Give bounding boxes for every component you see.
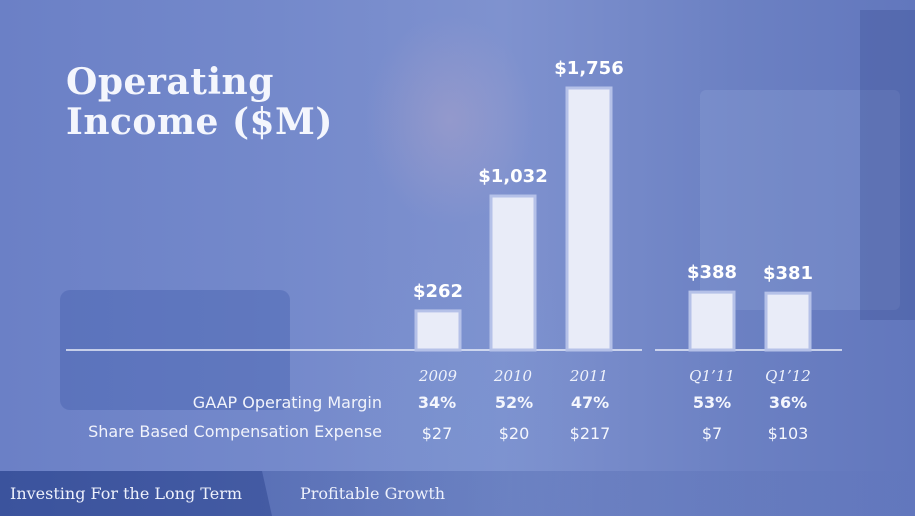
- gaap-margin-2011: 47%: [570, 393, 610, 412]
- share-based-compensation-label: Share Based Compensation Expense: [88, 422, 382, 441]
- value-label-2009: $262: [413, 281, 463, 302]
- chart-title: Operating Income ($M): [66, 62, 333, 142]
- value-label-q1-11: $388: [687, 262, 737, 283]
- bar-2011: [565, 86, 613, 352]
- bar-2010: [489, 194, 537, 352]
- bar-2009: [414, 309, 462, 352]
- gaap-margin-q1-12: 36%: [768, 393, 808, 412]
- footer-item-investing[interactable]: Investing For the Long Term: [10, 484, 243, 503]
- bar-q1-11: [688, 290, 736, 352]
- tick-label-q1-11: Q1’11: [689, 367, 735, 385]
- tick-label-2010: 2010: [493, 367, 533, 385]
- sbc-2010: $20: [498, 424, 530, 443]
- gaap-operating-margin-label: GAAP Operating Margin: [192, 393, 382, 412]
- value-label-2011: $1,756: [554, 58, 623, 79]
- footer-bar: Investing For the Long Term Profitable G…: [0, 471, 915, 516]
- sbc-2009: $27: [421, 424, 453, 443]
- tick-label-2011: 2011: [569, 367, 608, 385]
- chart-title-line: Operating: [66, 61, 274, 103]
- chart-title-line: Income ($M): [66, 101, 333, 143]
- sbc-q1-12: $103: [767, 424, 809, 443]
- operating-income-chart: $262 2009 $1,032 2010 $1,756 2011 $388 Q1’11 $38…: [66, 58, 842, 385]
- sbc-q1-11: $7: [701, 424, 723, 443]
- footer-item-profitable-growth[interactable]: Profitable Growth: [300, 484, 446, 503]
- gaap-margin-q1-11: 53%: [692, 393, 732, 412]
- sbc-2011: $217: [569, 424, 611, 443]
- background-shape: [700, 90, 900, 310]
- tick-label-2009: 2009: [418, 367, 458, 385]
- tick-label-q1-12: Q1’12: [765, 367, 811, 385]
- gaap-margin-2010: 52%: [494, 393, 534, 412]
- bar-q1-12: [764, 291, 812, 352]
- background-shape: [860, 10, 915, 320]
- footer-active-tab-bg: [0, 471, 272, 516]
- value-label-2010: $1,032: [478, 166, 547, 187]
- gaap-margin-2009: 34%: [417, 393, 457, 412]
- value-label-q1-12: $381: [763, 263, 813, 284]
